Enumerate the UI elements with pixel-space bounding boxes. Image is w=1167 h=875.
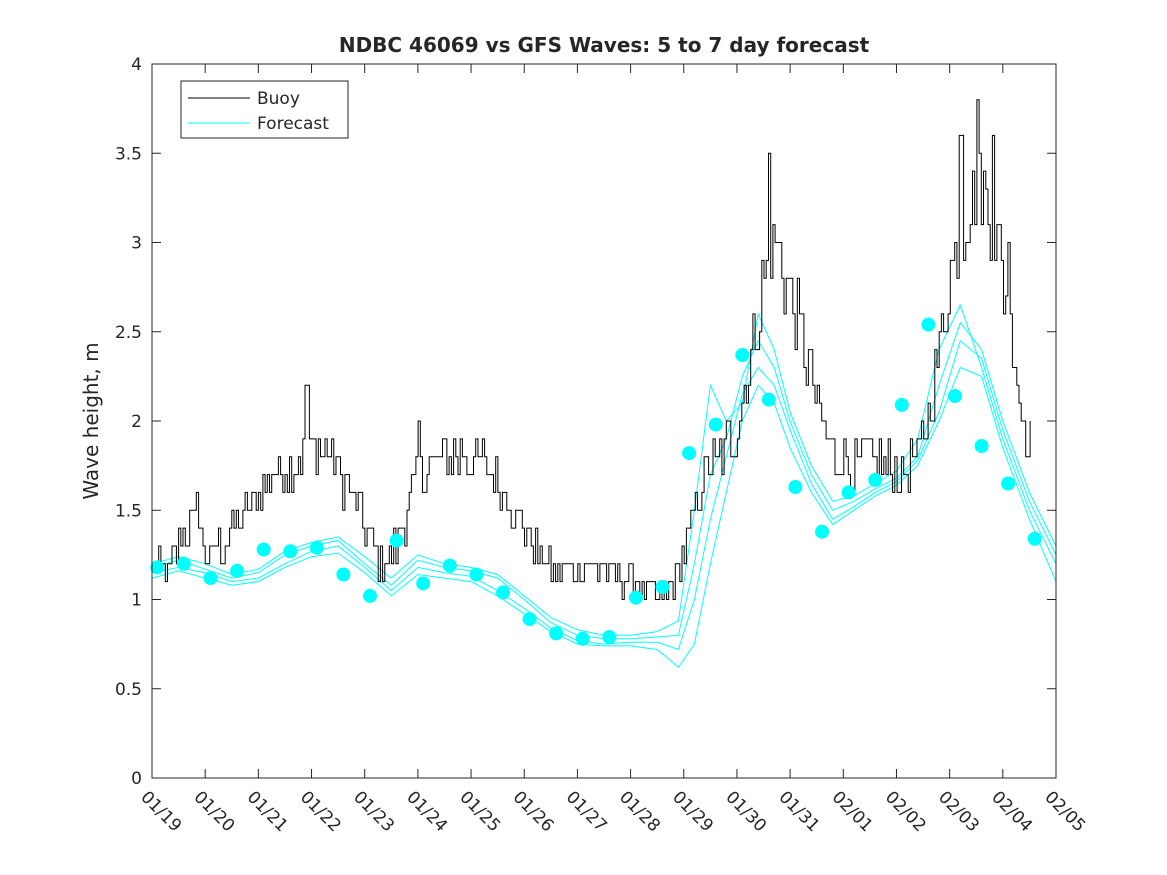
- forecast-marker-25: [788, 480, 803, 494]
- y-axis-label: Wave height, m: [79, 342, 103, 499]
- forecast-marker-31: [948, 389, 962, 403]
- forecast-marker-16: [549, 626, 564, 641]
- forecast-marker-20: [655, 580, 670, 594]
- y-tick-label-0: 0: [131, 769, 142, 789]
- forecast-marker-22: [708, 417, 723, 432]
- forecast-marker-12: [442, 558, 457, 573]
- forecast-marker-3: [203, 571, 218, 586]
- legend-forecast-label: Forecast: [257, 114, 329, 134]
- forecast-marker-13: [469, 567, 484, 582]
- y-tick-label-5: 2.5: [115, 323, 142, 343]
- forecast-line-3: [151, 303, 1057, 636]
- forecast-marker-23: [735, 348, 750, 362]
- buoy-line: [152, 99, 1031, 600]
- forecast-marker-32: [974, 439, 989, 453]
- series-layer: [151, 99, 1057, 669]
- forecast-marker-30: [921, 317, 936, 332]
- y-tick-label-2: 1: [131, 591, 142, 611]
- forecast-marker-6: [283, 544, 298, 559]
- legend: Buoy Forecast: [180, 80, 349, 139]
- forecast-marker-28: [868, 472, 883, 487]
- y-tick-label-4: 2: [131, 412, 142, 432]
- forecast-marker-21: [682, 446, 697, 461]
- forecast-line-1: [151, 321, 1057, 640]
- forecast-marker-29: [894, 397, 909, 412]
- y-tick-label-6: 3: [131, 234, 142, 254]
- y-tick-label-8: 4: [131, 55, 142, 75]
- forecast-marker-27: [841, 485, 856, 500]
- forecast-line-4: [151, 366, 1057, 669]
- forecast-marker-17: [575, 631, 590, 646]
- forecast-marker-15: [522, 612, 537, 627]
- forecast-marker-10: [389, 533, 404, 548]
- forecast-marker-1: [150, 560, 165, 575]
- plot-area: [152, 64, 1056, 778]
- forecast-marker-19: [628, 590, 643, 605]
- forecast-marker-4: [230, 563, 245, 578]
- forecast-marker-34: [1027, 531, 1042, 546]
- y-tick-label-3: 1.5: [115, 501, 142, 521]
- forecast-marker-7: [309, 540, 324, 555]
- y-tick-label-7: 3.5: [115, 144, 142, 164]
- forecast-marker-5: [256, 542, 271, 557]
- forecast-marker-8: [336, 567, 351, 582]
- marker-layer: [150, 317, 1042, 646]
- forecast-marker-9: [363, 588, 377, 603]
- chart-title: NDBC 46069 vs GFS Waves: 5 to 7 day fore…: [339, 33, 870, 57]
- forecast-marker-2: [176, 556, 191, 571]
- forecast-marker-26: [815, 524, 829, 539]
- forecast-marker-33: [1001, 476, 1016, 491]
- forecast-marker-11: [416, 576, 431, 591]
- forecast-marker-18: [602, 630, 617, 644]
- y-tick-label-1: 0.5: [115, 680, 142, 700]
- legend-buoy-label: Buoy: [257, 89, 300, 109]
- forecast-line-2: [151, 339, 1057, 651]
- forecast-marker-24: [761, 392, 776, 407]
- legend-box: [180, 80, 349, 139]
- forecast-marker-14: [496, 585, 510, 600]
